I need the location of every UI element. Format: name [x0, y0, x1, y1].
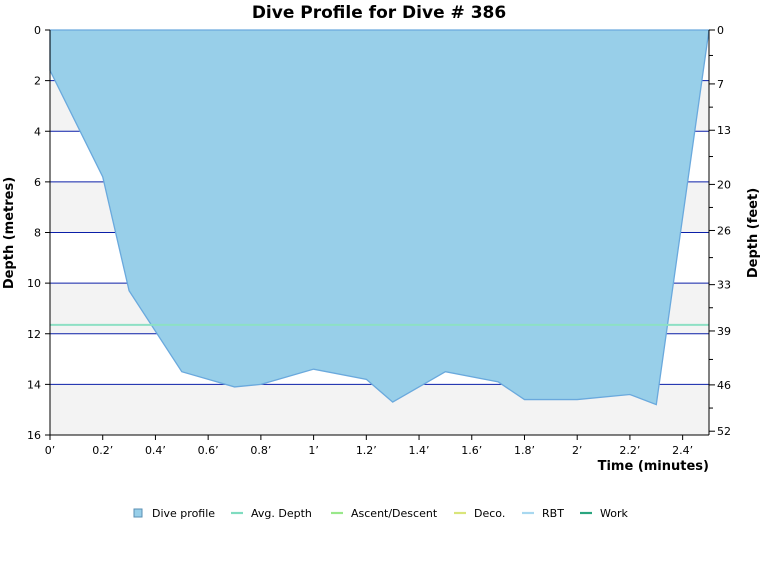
y-axis-label-left: Depth (metres)	[2, 177, 17, 289]
x-tick-label: 1.6’	[461, 444, 482, 457]
legend-item: Ascent/Descent	[331, 507, 438, 520]
right-tick-label: 0	[717, 24, 724, 37]
left-tick-label: 14	[27, 378, 41, 391]
x-axis-ticks: 0’ 0.2’ 0.4’ 0.6’ 0.8’ 1’ 1.2’ 1.4’ 1.6’ 1.8’ 2’ 2.…	[45, 435, 693, 457]
legend-item: Deco.	[454, 507, 505, 520]
legend-label: Avg. Depth	[251, 507, 312, 520]
legend-label: Work	[600, 507, 628, 520]
legend-item: Avg. Depth	[231, 507, 312, 520]
right-tick-label: 46	[717, 379, 731, 392]
x-tick-label: 2’	[572, 444, 583, 457]
x-tick-label: 2.2’	[619, 444, 640, 457]
legend-item: Dive profile	[133, 507, 215, 520]
right-tick-label: 7	[717, 78, 724, 91]
x-axis-label: Time (minutes)	[598, 459, 709, 474]
left-tick-label: 8	[34, 227, 41, 240]
x-tick-label: 0.6’	[198, 444, 219, 457]
x-tick-label: 1.8’	[514, 444, 535, 457]
series-layer	[49, 29, 710, 406]
right-tick-label: 26	[717, 224, 731, 237]
x-tick-label: 0.8’	[250, 444, 271, 457]
right-tick-label: 13	[717, 124, 731, 137]
right-tick-label: 39	[717, 325, 731, 338]
left-tick-label: 0	[34, 24, 41, 37]
right-axis-ticks: 0 7 13 20 26 33 39 46 52	[709, 24, 731, 438]
left-tick-label: 4	[34, 125, 41, 138]
legend-swatch-box	[133, 508, 143, 518]
legend-item: RBT	[522, 507, 564, 520]
right-tick-label: 52	[717, 425, 731, 438]
chart-title: Dive Profile for Dive # 386	[252, 3, 506, 23]
left-tick-label: 6	[34, 176, 41, 189]
legend-label: Ascent/Descent	[351, 507, 438, 520]
x-tick-label: 1’	[308, 444, 319, 457]
x-tick-label: 1.2’	[356, 444, 377, 457]
left-tick-label: 16	[27, 429, 41, 442]
x-tick-label: 0’	[45, 444, 56, 457]
x-tick-label: 1.4’	[409, 444, 430, 457]
x-tick-label: 0.4’	[145, 444, 166, 457]
dive-profile-area	[49, 29, 710, 406]
left-axis-ticks: 0 2 4 6 8 10 12 14 16	[27, 24, 50, 442]
right-tick-label: 20	[717, 178, 731, 191]
right-tick-label: 33	[717, 279, 731, 292]
legend-label: Deco.	[474, 507, 505, 520]
x-tick-label: 2.4’	[672, 444, 693, 457]
legend-label: Dive profile	[152, 507, 215, 520]
left-tick-label: 10	[27, 277, 41, 290]
legend: Dive profile Avg. Depth Ascent/Descent Deco…	[133, 507, 628, 520]
legend-label: RBT	[542, 507, 564, 520]
x-tick-label: 0.2’	[92, 444, 113, 457]
left-tick-label: 2	[34, 75, 41, 88]
y-axis-label-right: Depth (feet)	[746, 188, 760, 278]
legend-item: Work	[580, 507, 628, 520]
left-tick-label: 12	[27, 328, 41, 341]
